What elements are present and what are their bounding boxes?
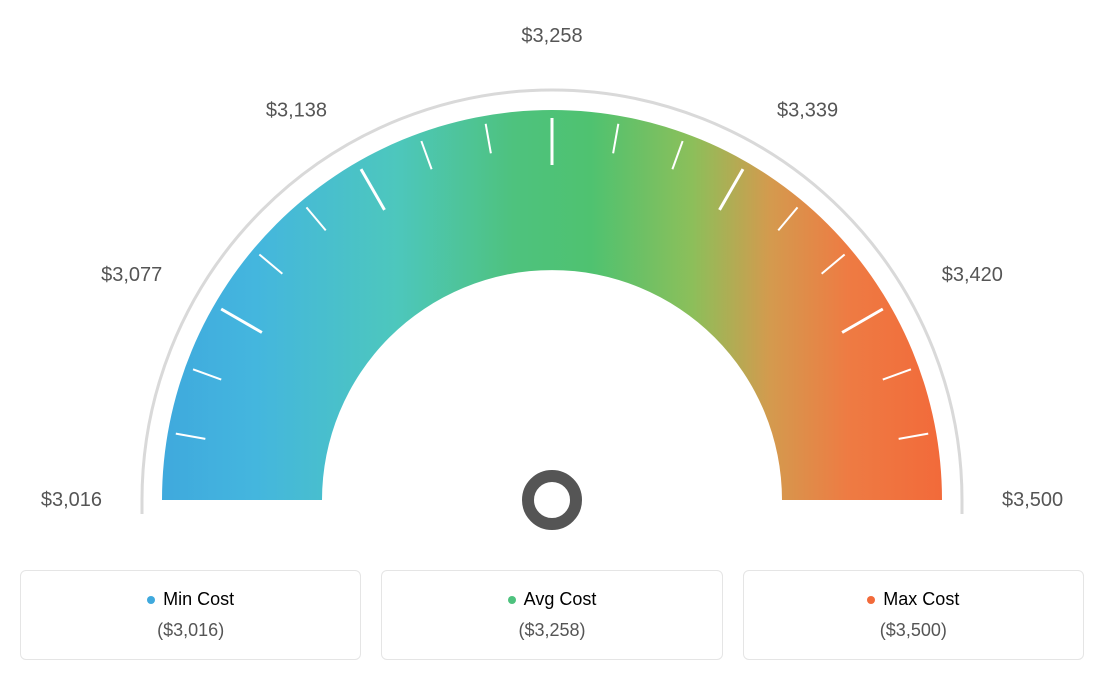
legend-card-avg: Avg Cost ($3,258) bbox=[381, 570, 722, 660]
legend-value-avg: ($3,258) bbox=[402, 620, 701, 641]
legend-title-avg: Avg Cost bbox=[508, 589, 597, 610]
cost-gauge-card: $3,016 $3,077 $3,138 $3,258 $3,339 $3,420 $3,5… bbox=[20, 20, 1084, 660]
dot-icon bbox=[508, 596, 516, 604]
legend-card-max: Max Cost ($3,500) bbox=[743, 570, 1084, 660]
legend-value-min: ($3,016) bbox=[41, 620, 340, 641]
gauge-tick-label: $3,138 bbox=[266, 99, 327, 121]
legend-title-max: Max Cost bbox=[867, 589, 959, 610]
gauge-tick-label: $3,077 bbox=[101, 264, 162, 286]
gauge-tick-label: $3,420 bbox=[942, 264, 1003, 286]
legend-row: Min Cost ($3,016) Avg Cost ($3,258) Max … bbox=[20, 570, 1084, 660]
gauge-chart: $3,016 $3,077 $3,138 $3,258 $3,339 $3,420 $3,5… bbox=[20, 20, 1084, 560]
legend-label-avg: Avg Cost bbox=[524, 589, 597, 610]
gauge-tick-label: $3,258 bbox=[521, 25, 582, 47]
legend-label-min: Min Cost bbox=[163, 589, 234, 610]
legend-value-max: ($3,500) bbox=[764, 620, 1063, 641]
legend-label-max: Max Cost bbox=[883, 589, 959, 610]
dot-icon bbox=[147, 596, 155, 604]
gauge-tick-label: $3,500 bbox=[1002, 489, 1063, 511]
dot-icon bbox=[867, 596, 875, 604]
gauge-tick-label: $3,016 bbox=[41, 489, 102, 511]
legend-title-min: Min Cost bbox=[147, 589, 234, 610]
gauge-tick-label: $3,339 bbox=[777, 99, 838, 121]
legend-card-min: Min Cost ($3,016) bbox=[20, 570, 361, 660]
gauge-svg: $3,016 $3,077 $3,138 $3,258 $3,339 $3,420 $3,5… bbox=[20, 20, 1084, 560]
